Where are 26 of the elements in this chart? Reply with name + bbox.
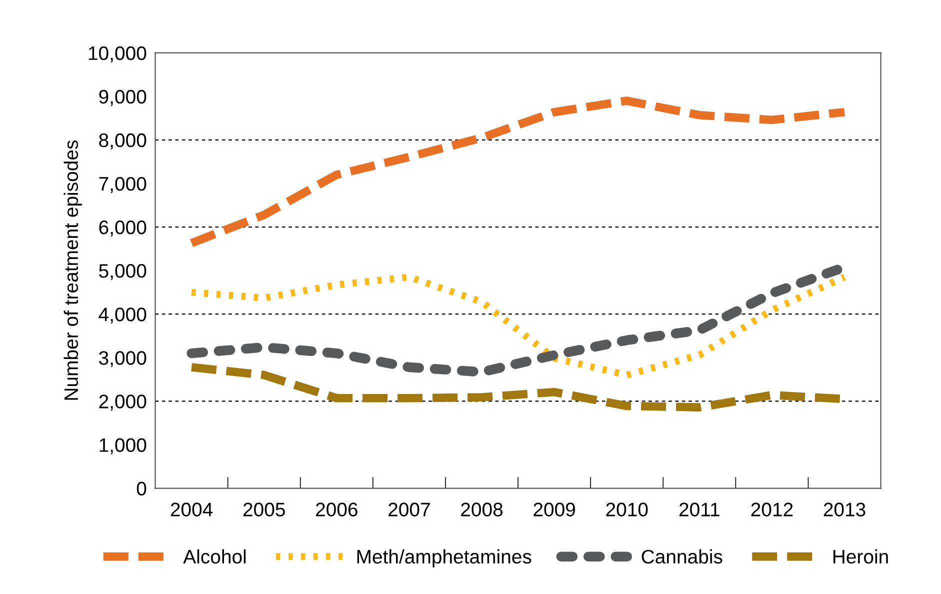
y-tick-label: 2,000 (99, 394, 146, 411)
y-tick-label: 1,000 (100, 438, 146, 454)
x-tick-label: 2009 (534, 502, 576, 516)
x-tick-label: 2004 (170, 502, 213, 516)
y-tick-label: 7,000 (99, 176, 146, 194)
x-tick-label: 2007 (388, 502, 430, 516)
x-tick-label: 2010 (606, 502, 648, 516)
legend-label: Heroin (833, 549, 888, 564)
y-tick-label: 8,000 (99, 133, 146, 150)
x-tick-label: 2012 (751, 502, 793, 516)
y-tick-label: 10,000 (88, 46, 146, 62)
y-tick-label: 0 (136, 482, 146, 496)
legend-label: Alcohol (183, 549, 246, 564)
x-tick-label: 2005 (243, 502, 285, 516)
y-axis-title: Number of treatment episodes (64, 140, 82, 400)
x-tick-label: 2011 (679, 502, 720, 516)
y-tick-label: 4,000 (98, 308, 146, 324)
y-tick-label: 9,000 (99, 90, 146, 106)
legend-label: Meth/amphetamines (357, 549, 532, 568)
x-tick-label: 2006 (316, 502, 358, 516)
y-tick-label: 6,000 (99, 220, 146, 237)
x-tick-label: 2008 (461, 502, 503, 516)
y-tick-label: 3,000 (99, 351, 146, 368)
x-tick-label: 2013 (824, 502, 866, 516)
legend-label: Cannabis (642, 549, 722, 564)
y-tick-label: 5,000 (99, 264, 146, 280)
